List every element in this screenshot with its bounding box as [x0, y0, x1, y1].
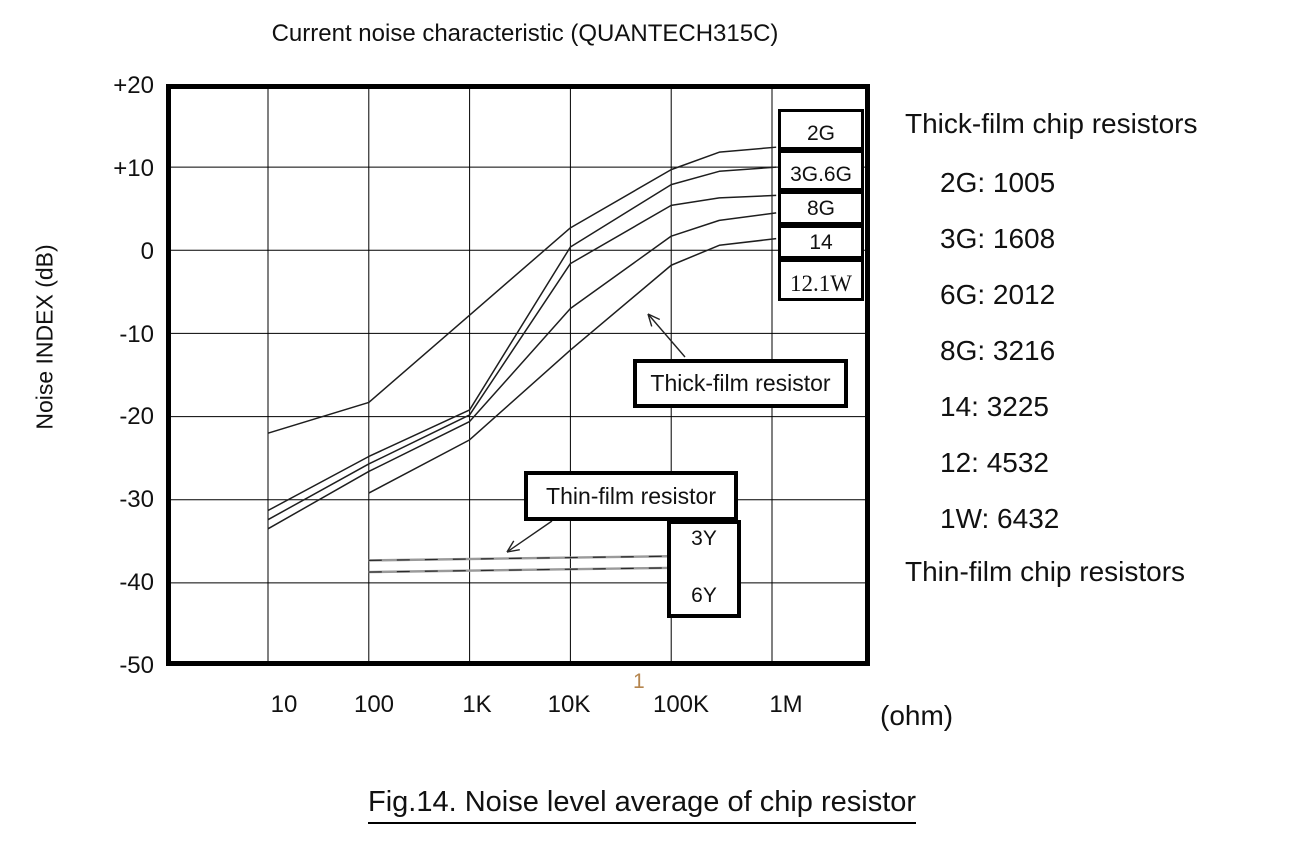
- thick-film-curve-14: [267, 212, 777, 530]
- thick-film-callout-box: Thick-film resistor: [633, 359, 848, 408]
- noise-chart-plot: [166, 84, 870, 666]
- thin-film-panel-heading: Thin-film chip resistors: [905, 556, 1186, 587]
- panel-entry: 12: 4532: [940, 447, 1049, 478]
- panel-entry: 8G: 3216: [940, 335, 1056, 366]
- y-tick-label: -10: [119, 321, 154, 348]
- x-tick-label: 100K: [652, 691, 710, 718]
- thick-film-curve-8g: [267, 194, 777, 521]
- legend-box-3g6g: 3G.6G: [778, 150, 864, 191]
- thin-film-size-3y: 3Y: [691, 527, 717, 550]
- thin-film-callout-arrow-head: [506, 548, 520, 553]
- plot-border: [166, 84, 870, 666]
- figure-caption: Fig.14. Noise level average of chip resi…: [368, 786, 917, 824]
- thin-film-size-box: 3Y 6Y: [667, 520, 741, 618]
- thin-film-curve-dash-3y: [368, 555, 668, 562]
- thick-film-curve-3g6g: [267, 166, 777, 512]
- y-axis-label: Noise INDEX (dB): [31, 244, 58, 430]
- x-tick-label: 10K: [547, 691, 591, 718]
- y-tick-label: 0: [140, 238, 154, 265]
- thick-film-callout-arrow-head: [647, 313, 653, 327]
- x-tick-label: 1K: [462, 691, 492, 718]
- panel-entry: 14: 3225: [940, 391, 1049, 422]
- thick-film-callout-arrow-head: [647, 313, 661, 321]
- x-tick-label: 100: [353, 691, 395, 718]
- legend-box-12-1w: 12.1W: [778, 259, 864, 301]
- thick-film-curve-121w: [368, 237, 777, 494]
- panel-entry: 2G: 1005: [940, 167, 1056, 198]
- x-tick-label: 10: [270, 691, 298, 718]
- thin-film-callout-box: Thin-film resistor: [524, 471, 738, 521]
- stray-artifact-mark: 1: [633, 670, 645, 693]
- x-axis-unit-label: (ohm): [880, 700, 954, 731]
- thick-film-callout-arrow: [647, 313, 686, 358]
- x-tick-label: 1M: [769, 691, 803, 718]
- y-tick-label: -50: [119, 652, 154, 679]
- legend-box-8g: 8G: [778, 191, 864, 225]
- panel-entry: 6G: 2012: [940, 279, 1056, 310]
- thin-film-callout-arrow-head: [506, 540, 515, 553]
- thin-film-callout-arrow: [506, 520, 553, 553]
- y-tick-label: +20: [113, 72, 154, 99]
- thick-film-curve-2g: [267, 146, 777, 434]
- thin-film-size-6y: 6Y: [691, 584, 717, 607]
- thick-film-panel-heading: Thick-film chip resistors: [905, 108, 1198, 139]
- legend-box-14: 14: [778, 225, 864, 259]
- y-tick-label: -20: [119, 403, 154, 430]
- panel-entry: 3G: 1608: [940, 223, 1056, 254]
- chart-title: Current noise characteristic (QUANTECH31…: [271, 20, 779, 47]
- y-tick-label: -30: [119, 486, 154, 513]
- y-tick-label: +10: [113, 155, 154, 182]
- y-tick-label: -40: [119, 569, 154, 596]
- thin-film-curve-dash-6y: [368, 567, 668, 573]
- panel-entry: 1W: 6432: [940, 503, 1060, 534]
- legend-box-2g: 2G: [778, 109, 864, 150]
